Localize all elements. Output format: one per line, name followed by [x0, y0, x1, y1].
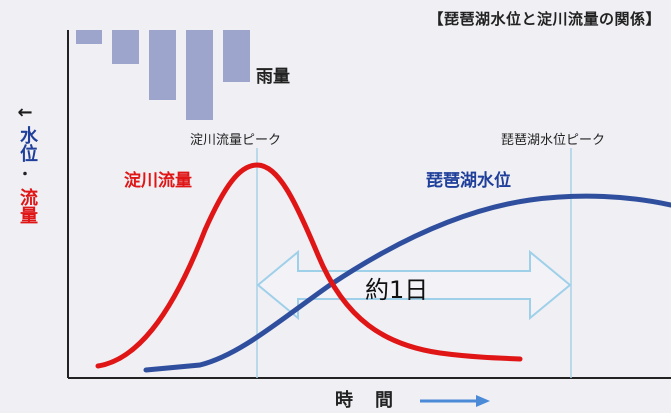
- interval-label: 約1日: [365, 276, 429, 304]
- biwa-series-label: 琵琶湖水位: [426, 171, 511, 191]
- yodo-flow-curve: [95, 162, 523, 369]
- rain-bars: [76, 30, 250, 120]
- rain-bar-1: [76, 30, 102, 44]
- y-axis-flow: 流量: [17, 188, 38, 224]
- y-axis-label: ← 水位 ・ 流量: [14, 100, 38, 224]
- yodo-peak-label: 淀川流量ピーク: [190, 133, 282, 148]
- biwa-level-curve: [143, 193, 671, 373]
- y-axis-separator: ・: [18, 167, 32, 183]
- y-axis-arrow: ←: [17, 102, 33, 123]
- rain-bar-3: [149, 30, 176, 100]
- yodo-series-label: 淀川流量: [124, 171, 192, 191]
- rain-bar-5: [223, 30, 250, 82]
- rain-label: 雨量: [256, 67, 290, 87]
- y-axis-water-level: 水位: [17, 126, 38, 162]
- biwa-peak-label: 琵琶湖水位ピーク: [501, 133, 606, 148]
- rain-bar-2: [112, 30, 139, 64]
- rain-bar-4: [186, 30, 213, 120]
- x-axis-label: 時間: [335, 386, 415, 412]
- x-axis-text: 時間: [335, 390, 415, 411]
- diagram-title: 【琵琶湖水位と淀川流量の関係】: [428, 10, 661, 28]
